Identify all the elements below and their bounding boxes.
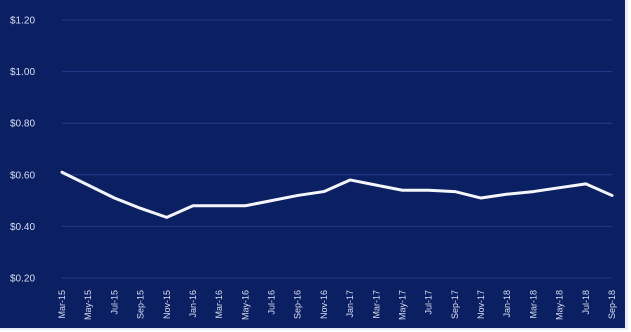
x-tick-label: Nov-16 bbox=[319, 290, 329, 319]
x-tick-label: May-15 bbox=[83, 290, 93, 320]
data-point bbox=[322, 190, 326, 193]
data-point bbox=[532, 190, 535, 193]
x-tick-label: Mar-18 bbox=[528, 290, 538, 319]
data-point bbox=[479, 196, 483, 200]
data-point bbox=[113, 196, 116, 200]
series bbox=[60, 170, 614, 219]
x-tick-label: Sep-15 bbox=[136, 290, 146, 319]
x-tick-label: May-18 bbox=[555, 290, 565, 320]
x-tick-label: Mar-16 bbox=[214, 290, 224, 319]
x-tick-label: Jan-16 bbox=[188, 290, 198, 318]
line-chart: $0.20 $0.40 $0.60 $0.80 $1.00 $1.20 Mar-15 May… bbox=[10, 16, 617, 321]
data-point bbox=[401, 189, 404, 192]
x-axis: Mar-15 May-15 Jul-15 Sep-15 Nov-15 Jan-16 Mar-… bbox=[57, 290, 617, 320]
data-point bbox=[86, 183, 90, 187]
x-tick-label: Jul-16 bbox=[267, 290, 277, 315]
data-point bbox=[60, 171, 64, 174]
data-point bbox=[348, 178, 352, 182]
y-tick-label: $0.60 bbox=[10, 170, 35, 181]
x-tick-label: Nov-15 bbox=[162, 290, 172, 319]
data-point bbox=[427, 189, 430, 192]
data-point bbox=[139, 207, 142, 210]
x-tick-label: Jul-18 bbox=[581, 290, 591, 315]
data-point bbox=[584, 182, 588, 186]
x-tick-label: Jul-17 bbox=[424, 290, 434, 315]
x-tick-label: Nov-17 bbox=[476, 290, 486, 319]
x-tick-label: Jul-15 bbox=[109, 290, 119, 315]
x-tick-label: Mar-17 bbox=[371, 290, 381, 319]
y-tick-label: $1.00 bbox=[10, 67, 35, 78]
y-axis: $0.20 $0.40 $0.60 $0.80 $1.00 $1.20 bbox=[10, 16, 35, 285]
x-tick-label: Jan-17 bbox=[345, 290, 355, 318]
series-line bbox=[60, 170, 614, 219]
x-tick-label: Mar-15 bbox=[57, 290, 67, 319]
data-point bbox=[244, 204, 247, 207]
x-tick-label: Sep-18 bbox=[607, 290, 617, 319]
x-tick-label: Sep-16 bbox=[293, 290, 303, 319]
data-point bbox=[191, 204, 195, 207]
x-tick-label: May-17 bbox=[397, 290, 407, 320]
gridlines bbox=[62, 19, 612, 279]
data-point bbox=[558, 186, 561, 189]
x-tick-label: Jan-18 bbox=[502, 290, 512, 318]
y-tick-label: $0.80 bbox=[10, 119, 35, 130]
x-tick-label: Sep-17 bbox=[450, 290, 460, 319]
data-point bbox=[506, 192, 509, 196]
data-point bbox=[610, 194, 614, 197]
y-tick-label: $1.20 bbox=[10, 16, 35, 27]
data-point bbox=[375, 183, 378, 187]
x-tick-label: May-16 bbox=[240, 290, 250, 320]
y-tick-label: $0.20 bbox=[10, 274, 35, 285]
data-point bbox=[165, 216, 168, 219]
data-point bbox=[217, 204, 221, 207]
y-tick-label: $0.40 bbox=[10, 222, 35, 233]
data-point bbox=[296, 194, 299, 197]
data-point bbox=[453, 190, 457, 193]
data-point bbox=[270, 199, 273, 202]
